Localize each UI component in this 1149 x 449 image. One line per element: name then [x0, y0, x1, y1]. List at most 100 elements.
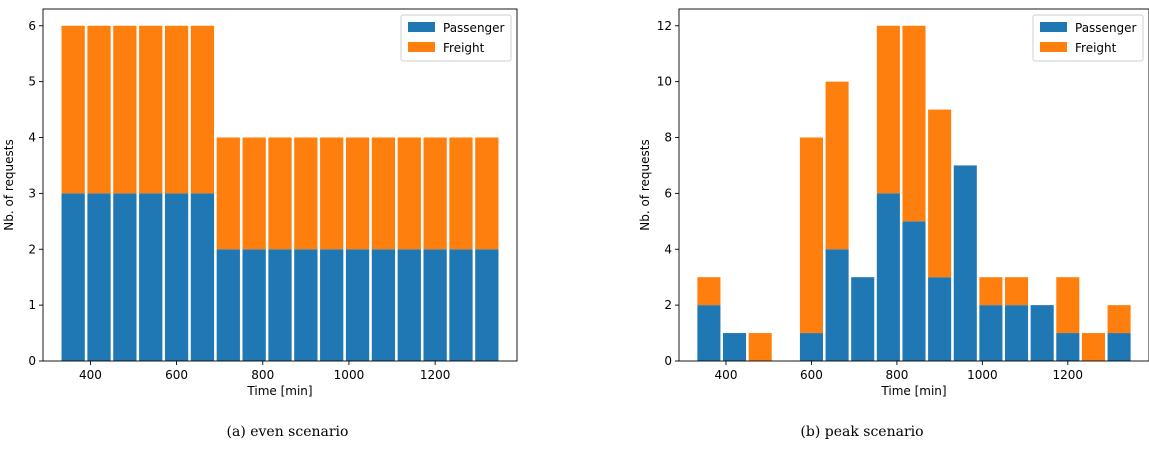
- x-axis-label: Time [min]: [880, 384, 946, 398]
- x-tick-label: 600: [800, 368, 823, 382]
- y-axis-label: Nb. of requests: [2, 139, 16, 230]
- freight-bar: [216, 137, 240, 250]
- y-tick-label: 6: [28, 19, 36, 33]
- passenger-bar: [902, 221, 926, 361]
- freight-bar: [1005, 277, 1029, 306]
- caption-peak-scenario: (b) peak scenario: [800, 424, 924, 440]
- freight-bar: [242, 137, 266, 250]
- passenger-bar: [697, 305, 721, 361]
- passenger-bar: [164, 193, 189, 361]
- freight-legend-swatch: [408, 42, 435, 52]
- passenger-bar: [953, 165, 977, 361]
- chart-panel-even: 400 600 800 1000 1200 0 1 2 3 4 5 6 Time [min] Nb. of…: [2, 8, 518, 440]
- passenger-bar: [449, 249, 473, 361]
- x-tick-label: 800: [885, 368, 908, 382]
- y-tick-label: 5: [28, 75, 36, 89]
- legend: Passenger Freight: [400, 14, 512, 62]
- passenger-bar: [242, 249, 266, 361]
- freight-bar: [268, 137, 292, 250]
- freight-bar: [113, 25, 137, 194]
- freight-bar: [345, 137, 370, 250]
- passenger-bar: [423, 249, 447, 361]
- freight-bar: [190, 25, 215, 194]
- x-tick-label: 800: [251, 368, 274, 382]
- freight-bar: [294, 137, 318, 250]
- x-tick-label: 1200: [420, 368, 451, 382]
- freight-bar: [902, 25, 926, 222]
- freight-bar: [876, 25, 900, 194]
- passenger-bar: [87, 193, 111, 361]
- y-axis-label: Nb. of requests: [638, 139, 652, 230]
- passenger-bar: [345, 249, 370, 361]
- passenger-bar: [851, 277, 875, 361]
- passenger-legend-swatch: [408, 22, 435, 32]
- plot-frame: [678, 8, 1149, 362]
- x-tick-label: 1000: [334, 368, 365, 382]
- freight-bar: [423, 137, 447, 250]
- freight-bar: [825, 81, 849, 250]
- freight-legend-label: Freight: [1075, 41, 1117, 55]
- y-tick-label: 2: [664, 298, 672, 312]
- y-tick-label: 8: [664, 131, 672, 145]
- passenger-bar: [190, 193, 215, 361]
- passenger-bar: [397, 249, 421, 361]
- passenger-bar: [294, 249, 318, 361]
- x-tick-label: 400: [79, 368, 102, 382]
- y-tick-label: 4: [28, 131, 36, 145]
- plot-frame: [42, 8, 518, 362]
- bars-group: [61, 25, 499, 361]
- x-tick-label: 1200: [1053, 368, 1084, 382]
- freight-bar: [139, 25, 163, 194]
- passenger-bar: [268, 249, 292, 361]
- y-tick-label: 10: [657, 75, 672, 89]
- legend: Passenger Freight: [1032, 14, 1144, 62]
- even-scenario-chart: 400 600 800 1000 1200 0 1 2 3 4 5 6 Time [min] Nb. of…: [2, 8, 518, 398]
- freight-bar: [928, 109, 952, 278]
- passenger-bar: [1005, 305, 1029, 361]
- passenger-bar: [113, 193, 137, 361]
- passenger-bar: [1107, 333, 1131, 361]
- y-tick-label: 1: [28, 298, 36, 312]
- freight-bar: [87, 25, 111, 194]
- freight-legend-swatch: [1040, 42, 1067, 52]
- bars-group: [697, 25, 1131, 361]
- caption-even-scenario: (a) even scenario: [226, 424, 349, 440]
- passenger-bar: [723, 333, 747, 361]
- passenger-legend-label: Passenger: [443, 21, 505, 35]
- y-tick-label: 0: [28, 354, 36, 368]
- passenger-bar: [371, 249, 396, 361]
- passenger-bar: [1056, 333, 1080, 361]
- freight-bar: [697, 277, 721, 306]
- passenger-bar: [928, 277, 952, 361]
- x-tick-label: 1000: [967, 368, 998, 382]
- x-tick-label: 600: [165, 368, 188, 382]
- freight-legend-label: Freight: [443, 41, 485, 55]
- passenger-bar: [979, 305, 1003, 361]
- passenger-bar: [61, 193, 85, 361]
- x-axis-label: Time [min]: [246, 384, 312, 398]
- peak-scenario-chart: 400 600 800 1000 1200 0 2 4 6 8 10 12 Time [min] Nb. …: [638, 8, 1149, 398]
- y-tick-label: 6: [664, 186, 672, 200]
- passenger-bar: [216, 249, 240, 361]
- freight-bar: [164, 25, 189, 194]
- freight-bar: [397, 137, 421, 250]
- passenger-bar: [876, 193, 900, 361]
- y-tick-label: 0: [664, 354, 672, 368]
- freight-bar: [1056, 277, 1080, 334]
- passenger-bar: [475, 249, 499, 361]
- passenger-legend-label: Passenger: [1075, 21, 1137, 35]
- y-tick-label: 12: [657, 19, 672, 33]
- y-tick-label: 4: [664, 242, 672, 256]
- freight-bar: [475, 137, 499, 250]
- freight-bar: [320, 137, 344, 250]
- passenger-bar: [1030, 305, 1054, 361]
- passenger-bar: [825, 249, 849, 361]
- freight-bar: [799, 137, 823, 334]
- freight-bar: [1107, 305, 1131, 334]
- freight-bar: [1081, 333, 1105, 361]
- freight-bar: [449, 137, 473, 250]
- passenger-bar: [320, 249, 344, 361]
- freight-bar: [61, 25, 85, 194]
- passenger-bar: [799, 333, 823, 361]
- x-tick-label: 400: [715, 368, 738, 382]
